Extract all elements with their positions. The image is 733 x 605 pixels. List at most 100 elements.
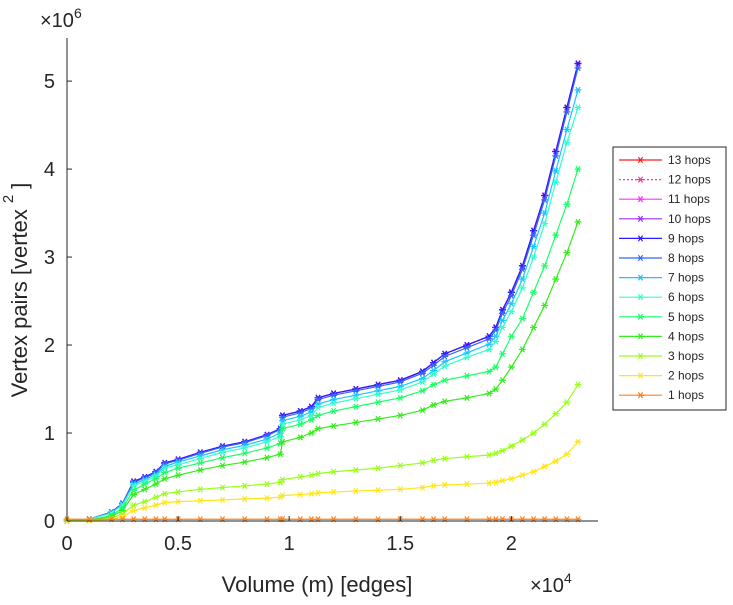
data-point-marker	[174, 498, 182, 505]
series-9-hops	[63, 60, 582, 525]
series-3-hops	[63, 381, 582, 525]
data-point-marker	[563, 108, 571, 116]
data-point-marker	[530, 253, 538, 261]
data-point-marker	[463, 480, 471, 488]
data-point-marker	[518, 315, 526, 322]
data-point-marker	[141, 498, 149, 505]
data-point-marker	[485, 390, 493, 397]
data-point-marker	[637, 294, 644, 301]
data-point-marker	[485, 335, 493, 343]
legend-box	[612, 146, 727, 411]
data-point-marker	[330, 407, 338, 415]
data-point-marker	[518, 436, 526, 444]
legend-label: 10 hops	[668, 212, 711, 226]
data-point-marker	[352, 419, 360, 426]
series-11-hops	[63, 60, 582, 525]
x-tick-label: 1.5	[386, 533, 414, 555]
legend-label: 6 hops	[668, 290, 704, 304]
x-multiplier: ×104	[530, 570, 572, 597]
data-point-marker	[574, 438, 582, 445]
x-tick-label: 0	[61, 533, 72, 555]
data-point-marker	[637, 176, 644, 183]
data-point-marker	[263, 494, 271, 502]
data-point-marker	[637, 215, 644, 222]
data-point-marker	[637, 254, 644, 262]
data-point-marker	[396, 386, 404, 394]
x-tick-label: 1	[284, 533, 295, 555]
data-point-marker	[507, 333, 515, 340]
data-point-marker	[574, 165, 582, 173]
data-point-marker	[637, 156, 644, 164]
data-point-marker	[263, 480, 271, 488]
data-point-marker	[552, 167, 560, 175]
data-point-marker	[196, 497, 204, 504]
legend-label: 2 hops	[668, 369, 704, 383]
data-point-marker	[430, 370, 438, 378]
data-point-marker	[574, 381, 582, 388]
data-point-marker	[330, 468, 338, 475]
series-5-hops	[63, 165, 582, 525]
data-point-marker	[507, 363, 515, 371]
data-point-marker	[552, 458, 560, 465]
data-point-marker	[441, 353, 449, 360]
data-point-marker	[637, 313, 644, 320]
data-point-marker	[637, 235, 644, 242]
data-point-marker	[307, 416, 315, 423]
data-point-marker	[152, 502, 160, 509]
legend-entry: 4 hops	[619, 329, 704, 343]
legend-entry: 2 hops	[619, 369, 704, 383]
data-point-marker	[518, 472, 526, 479]
data-point-marker	[152, 475, 160, 482]
data-point-marker	[541, 262, 549, 270]
data-point-marker	[241, 458, 249, 466]
data-point-marker	[563, 399, 571, 406]
data-point-marker	[307, 429, 315, 437]
data-point-marker	[441, 362, 449, 370]
data-point-marker	[541, 220, 549, 227]
data-point-marker	[279, 492, 287, 499]
data-point-marker	[530, 243, 538, 250]
series-10-hops	[63, 60, 582, 525]
data-point-marker	[492, 479, 500, 486]
legend-label: 3 hops	[668, 349, 704, 363]
data-point-marker	[463, 344, 471, 351]
legend-entry: 12 hops	[619, 173, 711, 187]
data-point-marker	[498, 377, 506, 384]
data-point-marker	[141, 486, 149, 493]
data-point-marker	[485, 346, 493, 353]
data-point-marker	[530, 289, 538, 296]
data-point-marker	[241, 444, 249, 452]
data-point-marker	[498, 350, 506, 358]
data-point-marker	[552, 179, 560, 186]
data-point-marker	[441, 455, 449, 462]
data-point-marker	[552, 152, 560, 160]
data-point-marker	[574, 218, 582, 226]
y-tick-label: 2	[44, 335, 55, 357]
data-point-marker	[374, 487, 382, 494]
data-point-marker	[374, 391, 382, 398]
data-point-marker	[541, 463, 549, 470]
data-point-marker	[518, 275, 526, 283]
legend-label: 4 hops	[668, 329, 704, 343]
data-point-marker	[374, 399, 382, 406]
data-point-marker	[330, 422, 338, 430]
data-point-marker	[637, 196, 644, 203]
data-point-marker	[161, 469, 169, 476]
data-point-marker	[174, 488, 182, 496]
data-point-marker	[574, 64, 582, 72]
data-point-marker	[119, 513, 127, 520]
data-point-marker	[498, 310, 506, 317]
data-point-marker	[563, 201, 571, 208]
data-point-marker	[174, 465, 182, 472]
data-point-marker	[485, 480, 493, 487]
data-point-marker	[263, 444, 271, 452]
data-point-marker	[430, 401, 438, 409]
series-8-hops	[63, 64, 582, 525]
data-point-marker	[507, 308, 515, 315]
data-point-marker	[418, 406, 426, 414]
data-point-marker	[161, 490, 169, 497]
legend-label: 5 hops	[668, 310, 704, 324]
data-point-marker	[430, 482, 438, 489]
data-point-marker	[241, 495, 249, 503]
series-12-hops	[63, 60, 582, 525]
